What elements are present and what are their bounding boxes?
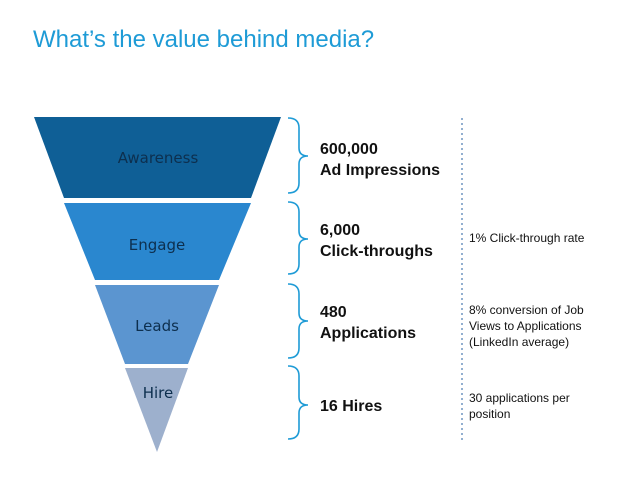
stage-label-awareness: Awareness [117, 149, 199, 167]
stage-label-engage: Engage [128, 236, 186, 254]
metric-caption: Click-throughs [320, 243, 433, 260]
metric-value: 6,000 [320, 222, 361, 239]
note-engage: 1% Click-through rate [469, 231, 585, 245]
note-line: (LinkedIn average) [469, 335, 570, 349]
metric-awareness: 600,000 Ad Impressions [320, 139, 440, 181]
brace-engage [287, 201, 309, 275]
brace-leads [287, 283, 309, 359]
note-line: 30 applications per [469, 391, 570, 405]
metric-value: 480 [320, 304, 347, 321]
funnel-segment-awareness [34, 117, 281, 198]
metric-leads: 480 Applications [320, 302, 416, 344]
metric-caption: Ad Impressions [320, 162, 441, 179]
metric-hire: 16 Hires [320, 396, 382, 417]
note-hire: 30 applications per position [469, 390, 570, 422]
funnel-segment-hire [125, 368, 188, 452]
stage-label-hire: Hire [142, 384, 174, 402]
note-line: Views to Applications [469, 319, 582, 333]
metric-engage: 6,000 Click-throughs [320, 220, 433, 262]
funnel-segment-engage [64, 203, 251, 280]
note-line: position [469, 407, 511, 421]
page-title: What’s the value behind media? [33, 26, 375, 53]
metric-caption: Applications [320, 325, 417, 342]
metric-value: 16 Hires [320, 398, 383, 415]
brace-awareness [287, 117, 309, 194]
note-leads: 8% conversion of Job Views to Applicatio… [469, 302, 584, 350]
note-line: 8% conversion of Job [469, 303, 584, 317]
metric-value: 600,000 [320, 141, 378, 158]
funnel-segment-leads [95, 285, 219, 364]
brace-hire [287, 365, 309, 440]
stage-label-leads: Leads [135, 317, 179, 335]
